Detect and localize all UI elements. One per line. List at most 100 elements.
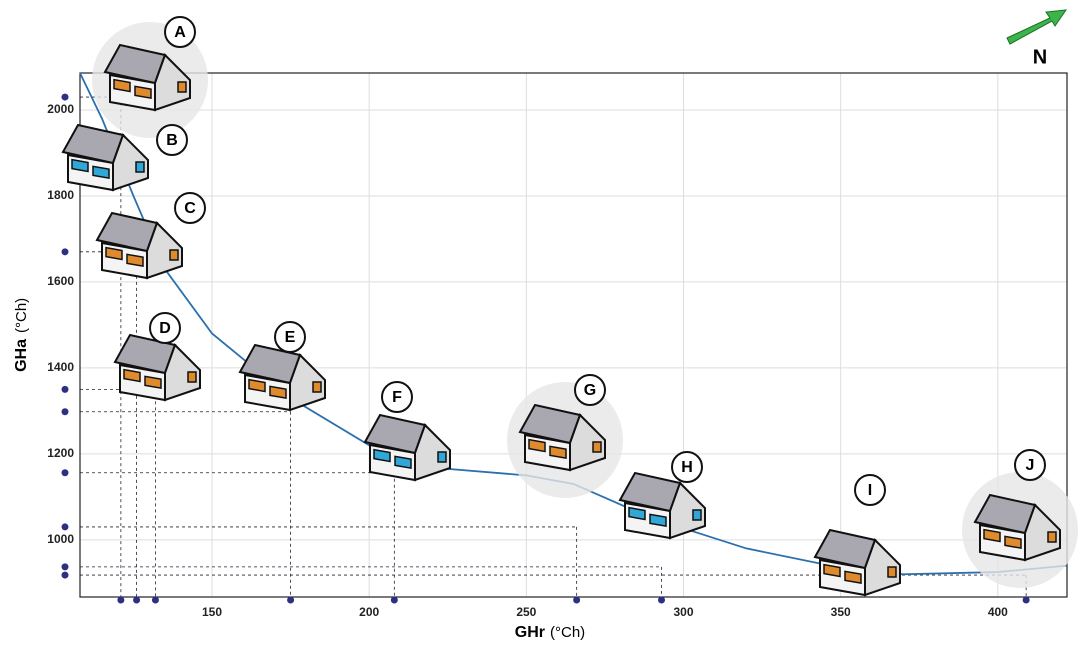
x-axis-dot — [390, 596, 398, 604]
plot-frame — [79, 72, 1068, 598]
house-badge — [274, 321, 306, 353]
y-axis-dot — [61, 408, 69, 416]
window — [394, 455, 412, 470]
house-gable — [1024, 503, 1061, 562]
house-badge — [156, 124, 188, 156]
house — [113, 333, 201, 402]
window — [177, 81, 187, 93]
house-badge — [174, 192, 206, 224]
window — [628, 506, 646, 521]
y-axis-title: GHa (°Ch) — [13, 298, 30, 372]
house-gable — [864, 538, 901, 597]
house-label: A — [174, 24, 186, 41]
window — [269, 385, 287, 400]
window — [248, 378, 266, 393]
house-gable — [289, 353, 326, 412]
y-tick-label: 1800 — [47, 188, 74, 202]
y-tick-label: 1600 — [47, 274, 74, 288]
house — [92, 22, 208, 138]
x-tick-label: 150 — [202, 605, 222, 619]
window — [1047, 531, 1057, 543]
y-label: GHa — [13, 339, 30, 372]
y-tick-label: 1200 — [47, 446, 74, 460]
house — [95, 211, 183, 280]
house-label: E — [285, 329, 296, 346]
x-axis-dot — [573, 596, 581, 604]
window — [649, 513, 667, 528]
window — [312, 381, 322, 393]
y-axis-dot — [61, 523, 69, 531]
house-label: C — [184, 200, 196, 217]
y-axis-dot — [61, 571, 69, 579]
window — [135, 161, 145, 173]
house-label: J — [1026, 457, 1035, 474]
house-gable — [146, 221, 183, 280]
y-axis-dot — [61, 248, 69, 256]
window — [549, 445, 567, 460]
y-label-unit: (°Ch) — [13, 298, 30, 333]
house-badge — [381, 381, 413, 413]
house-badge — [671, 451, 703, 483]
window — [169, 249, 179, 261]
window — [692, 509, 702, 521]
house-badge — [854, 474, 886, 506]
window — [113, 78, 131, 93]
house-gable — [569, 413, 606, 472]
window — [844, 570, 862, 585]
x-axis-dot — [287, 596, 295, 604]
x-tick-label: 250 — [516, 605, 536, 619]
house-gable — [414, 423, 451, 482]
north-label: N — [1033, 46, 1047, 68]
x-axis-title: GHr (°Ch) — [515, 624, 585, 641]
x-axis-dot — [117, 596, 125, 604]
house-label: H — [681, 459, 693, 476]
y-axis-dot — [61, 93, 69, 101]
x-axis-dot — [1022, 596, 1030, 604]
y-axis-dot — [61, 563, 69, 571]
y-axis-dot — [61, 385, 69, 393]
window — [983, 528, 1001, 543]
house-label: F — [392, 389, 402, 406]
series-line — [79, 72, 1068, 576]
house-label: G — [584, 382, 596, 399]
window — [71, 158, 89, 173]
window — [887, 566, 897, 578]
y-axis-dot — [61, 469, 69, 477]
y-tick-label: 1000 — [47, 532, 74, 546]
x-label-unit: (°Ch) — [550, 624, 585, 641]
house — [507, 382, 623, 498]
house-badge — [164, 16, 196, 48]
house — [813, 528, 901, 597]
window — [105, 246, 123, 261]
house — [61, 123, 149, 192]
house — [363, 413, 451, 482]
window — [592, 441, 602, 453]
x-tick-label: 350 — [831, 605, 851, 619]
window — [123, 368, 141, 383]
north-arrow: N — [1006, 9, 1068, 68]
x-label: GHr — [515, 624, 545, 641]
window — [134, 85, 152, 100]
x-tick-label: 300 — [674, 605, 694, 619]
x-axis-dot — [658, 596, 666, 604]
x-axis-dot — [133, 596, 141, 604]
window — [373, 448, 391, 463]
house-label: I — [868, 482, 872, 499]
house-badge — [149, 312, 181, 344]
arrow — [1006, 9, 1068, 45]
x-tick-label: 200 — [359, 605, 379, 619]
y-tick-label: 2000 — [47, 102, 74, 116]
window — [92, 165, 110, 180]
house-badge — [574, 374, 606, 406]
house-label: D — [159, 320, 171, 337]
house-gable — [164, 343, 201, 402]
house — [962, 472, 1078, 588]
house-gable — [112, 133, 149, 192]
house-gable — [154, 53, 191, 112]
window — [1004, 535, 1022, 550]
x-tick-label: 400 — [988, 605, 1008, 619]
house-label: B — [166, 132, 178, 149]
y-tick-label: 1400 — [47, 360, 74, 374]
window — [144, 375, 162, 390]
